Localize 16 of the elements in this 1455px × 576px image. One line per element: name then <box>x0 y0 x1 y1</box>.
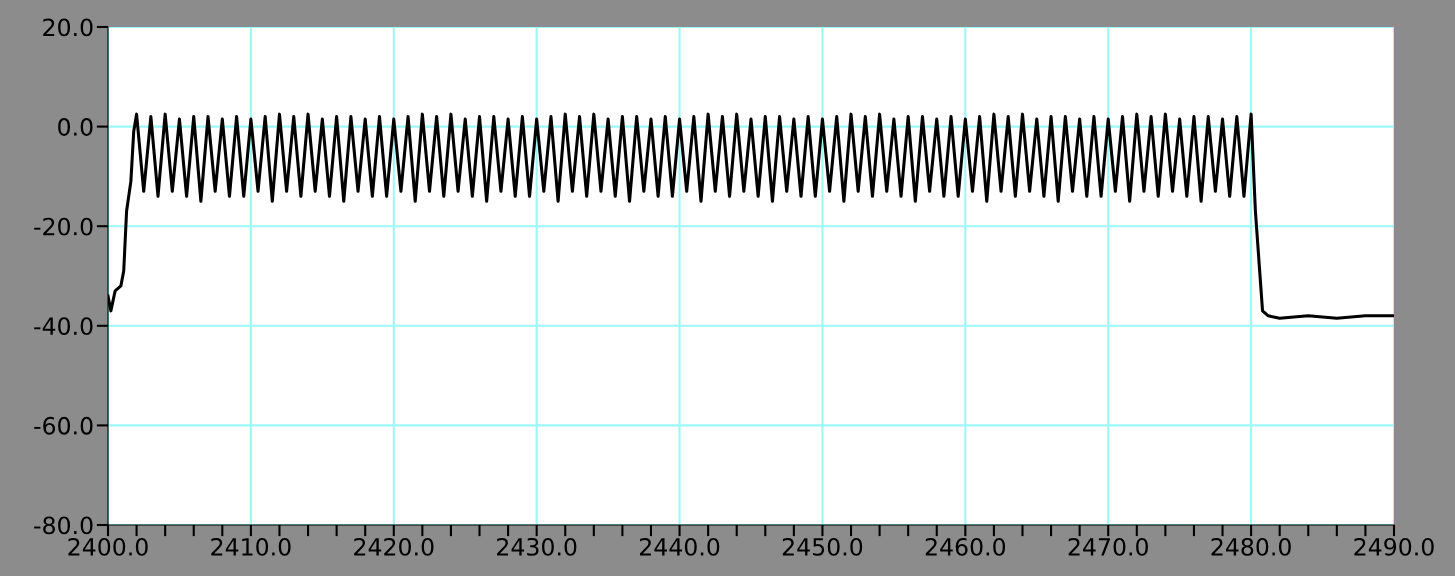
y-tick-label: 20.0 <box>43 18 93 37</box>
x-tick-label: 2460.0 <box>925 537 1006 556</box>
x-tick-label: 2440.0 <box>639 537 720 556</box>
y-tick-label: 0.0 <box>58 118 93 136</box>
x-tick-label: 2400.0 <box>68 537 148 556</box>
x-tick-label: 2470.0 <box>1068 537 1148 556</box>
y-tick-label: -20.0 <box>34 217 93 236</box>
x-tick-label: 2450.0 <box>782 537 863 556</box>
y-tick-label: -40.0 <box>34 317 93 336</box>
y-tick-label: -60.0 <box>34 416 93 435</box>
x-tick-label: 2410.0 <box>211 537 291 556</box>
x-tick-label: 2420.0 <box>354 537 434 556</box>
x-tick-label: 2480.0 <box>1211 537 1291 556</box>
y-tick-label: -80.0 <box>34 516 93 535</box>
x-tick-label: 2490.0 <box>1354 537 1434 556</box>
x-tick-label: 2430.0 <box>497 537 577 556</box>
